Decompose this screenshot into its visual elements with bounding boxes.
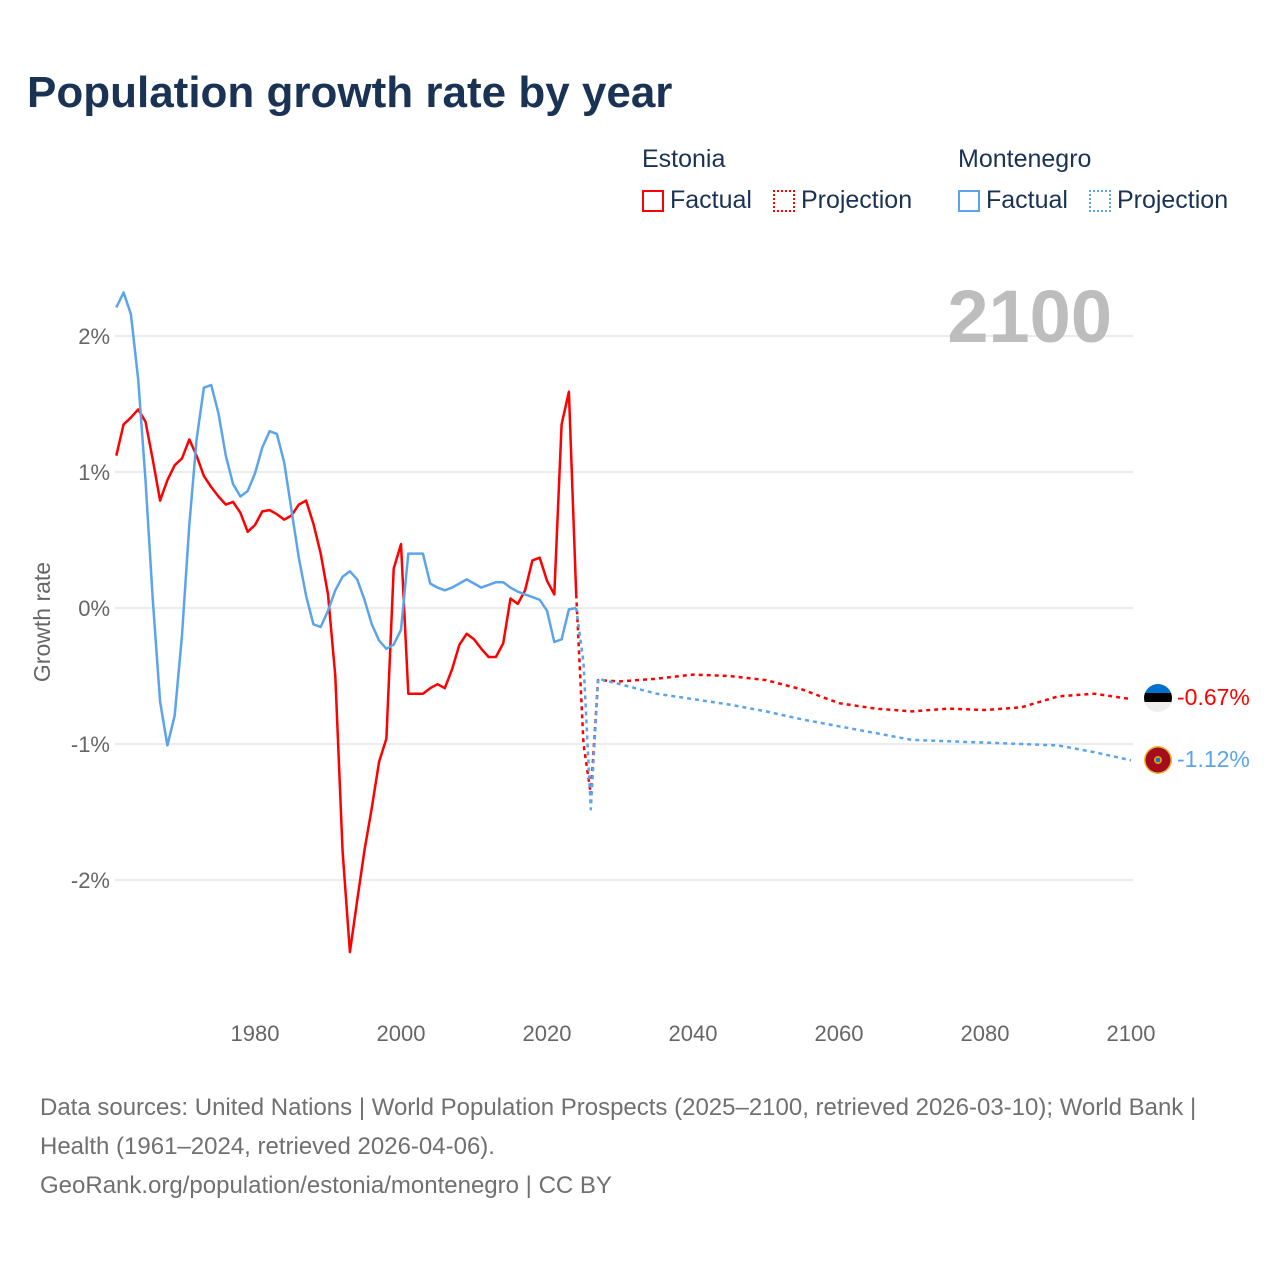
footer: Data sources: United Nations | World Pop… [40, 1088, 1240, 1205]
y-tick-label: 2% [78, 324, 110, 349]
dotted-swatch-icon [1088, 189, 1111, 212]
solid-swatch-icon [958, 189, 980, 212]
flag-montenegro-icon [1144, 746, 1172, 774]
data-sources: Data sources: United Nations | World Pop… [40, 1094, 1197, 1160]
x-tick-label: 2040 [669, 1021, 718, 1046]
x-tick-label: 2060 [815, 1021, 864, 1046]
chart-title: Population growth rate by year [27, 68, 673, 117]
legend-label: Projection [800, 186, 913, 214]
dotted-swatch-icon [772, 189, 795, 212]
x-tick-label: 2080 [961, 1021, 1010, 1046]
y-axis-label: Growth rate [29, 562, 55, 682]
x-tick-label: 2100 [1107, 1021, 1156, 1046]
line-chart: 2% 1% 0% -1% -2% 1980 2000 2020 2040 2060 2080 2100… [29, 275, 1250, 1046]
legend-label: Factual [986, 186, 1068, 214]
solid-swatch-icon [642, 189, 664, 212]
x-tick-label: 1980 [231, 1021, 280, 1046]
series-line-montenegro-factual [115, 291, 577, 747]
legend-label: Projection [1116, 186, 1229, 214]
end-label-montenegro: -1.12% [1177, 746, 1250, 772]
legend-item-montenegro-projection[interactable]: Projection [1088, 186, 1229, 215]
legend-item-montenegro-factual[interactable]: Factual [958, 186, 1068, 215]
legend-label: Factual [670, 186, 752, 214]
credit-link[interactable]: GeoRank.org/population/estonia/montenegr… [40, 1172, 612, 1199]
legend-item-estonia-factual[interactable]: Factual [642, 186, 752, 215]
series-line-estonia-factual [115, 390, 578, 954]
x-tick-label: 2000 [377, 1021, 426, 1046]
series-line-montenegro-projection [574, 607, 1132, 811]
y-tick-label: 1% [78, 460, 110, 485]
end-label-estonia: -0.67% [1177, 684, 1250, 710]
x-tick-label: 2020 [523, 1021, 572, 1046]
legend-group-estonia: Estonia Factual Projection [642, 145, 926, 219]
legend-item-estonia-projection[interactable]: Projection [772, 186, 913, 215]
legend-country-name: Estonia [642, 145, 726, 173]
flag-estonia-icon [1144, 684, 1172, 712]
series-line-estonia-projection [574, 594, 1132, 796]
year-indicator: 2100 [947, 275, 1112, 358]
y-tick-label: -2% [71, 868, 110, 893]
y-tick-label: -1% [71, 732, 110, 757]
legend-group-montenegro: Montenegro Factual Projection [958, 145, 1228, 219]
legend-country-name: Montenegro [958, 145, 1092, 173]
y-tick-label: 0% [78, 596, 110, 621]
